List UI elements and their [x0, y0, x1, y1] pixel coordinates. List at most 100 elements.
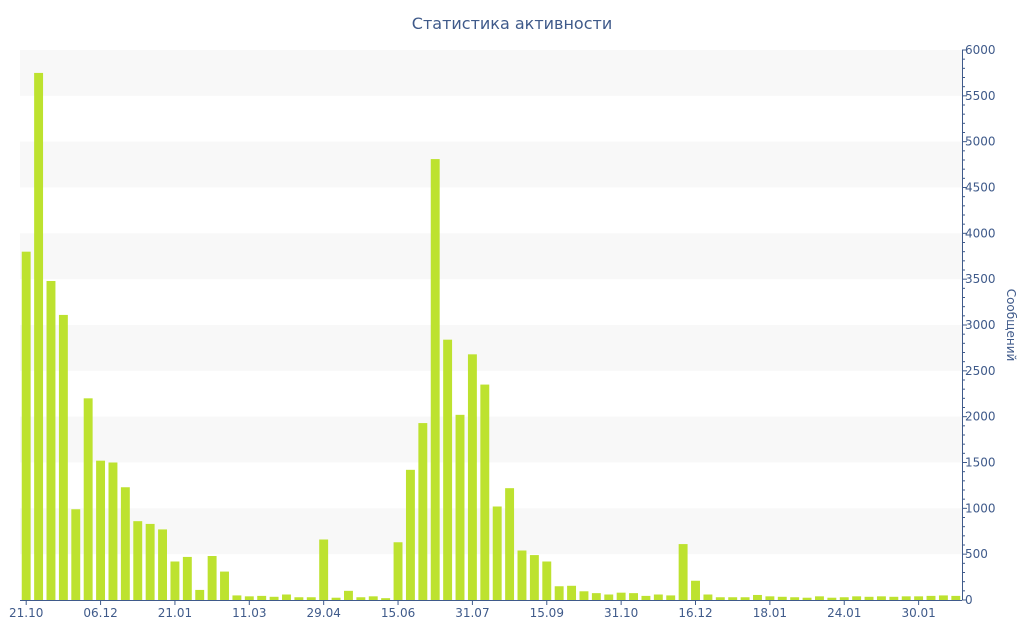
- bar: [220, 571, 229, 600]
- bar: [542, 561, 552, 600]
- bar: [815, 596, 824, 600]
- bar-series: [21, 72, 961, 601]
- bar: [393, 542, 403, 600]
- x-tick-label: 18.01: [753, 606, 787, 620]
- bar: [839, 597, 849, 600]
- bar: [517, 550, 527, 600]
- y-tick-label: 4500: [965, 181, 996, 195]
- grid-band: [20, 233, 962, 280]
- bar: [207, 556, 217, 600]
- bar: [777, 596, 787, 600]
- y-tick-label: 3000: [965, 318, 996, 332]
- bar: [604, 594, 614, 600]
- y-tick-label: 5000: [965, 135, 996, 149]
- bar: [691, 580, 700, 600]
- bar: [951, 595, 961, 601]
- bar: [282, 594, 291, 600]
- bar: [567, 585, 577, 600]
- bar: [554, 586, 564, 600]
- bar: [666, 595, 676, 600]
- bar: [195, 589, 205, 600]
- bar: [430, 159, 440, 600]
- bar: [83, 398, 93, 600]
- y-tick-label: 1000: [965, 501, 996, 515]
- bar: [331, 597, 341, 600]
- bar: [876, 596, 886, 600]
- bar: [678, 544, 688, 600]
- bar: [368, 596, 378, 600]
- grid-band: [20, 141, 962, 188]
- bar: [901, 596, 911, 600]
- bar: [926, 595, 936, 601]
- bar: [356, 597, 366, 600]
- bar: [71, 509, 81, 600]
- bar: [170, 561, 180, 600]
- bar: [182, 556, 192, 600]
- bar: [455, 414, 465, 600]
- bar: [914, 596, 924, 600]
- bar: [244, 596, 254, 600]
- y-tick-label: 4000: [965, 226, 996, 240]
- bar: [505, 488, 515, 600]
- bar: [96, 460, 106, 600]
- bar: [765, 596, 775, 600]
- x-tick-label: 21.10: [9, 606, 43, 620]
- bar: [753, 594, 762, 600]
- grid-band: [20, 325, 962, 371]
- bar: [344, 590, 353, 600]
- bar: [864, 596, 874, 600]
- axes: 0 500 1000 1500 2000 2500 3000 3500 4000 4500 5000…: [9, 43, 996, 620]
- bar: [158, 529, 167, 600]
- bar: [381, 598, 391, 600]
- y-tick-label: 6000: [965, 43, 996, 57]
- bar: [443, 339, 453, 600]
- y-tick-label: 3500: [965, 272, 996, 286]
- bar: [579, 591, 589, 600]
- bar: [938, 595, 948, 600]
- bar: [653, 594, 663, 600]
- bar: [133, 521, 143, 600]
- x-tick-label: 30.01: [901, 606, 935, 620]
- y-tick-label: 1500: [965, 456, 996, 470]
- bar: [629, 593, 638, 601]
- bar: [802, 597, 812, 600]
- bar: [703, 594, 713, 600]
- bar: [641, 595, 651, 601]
- bar: [852, 596, 862, 600]
- bar: [889, 596, 899, 600]
- x-tick-label: 31.07: [455, 606, 489, 620]
- x-tick-label: 31.10: [604, 606, 638, 620]
- bar: [827, 597, 837, 600]
- y-tick-label: 2000: [965, 410, 996, 424]
- bar: [790, 597, 800, 600]
- x-tick-label: 15.06: [381, 606, 415, 620]
- chart-title: Статистика активности: [411, 14, 613, 33]
- grid-band: [20, 50, 962, 96]
- bar: [21, 251, 31, 601]
- bar: [46, 281, 56, 600]
- bar: [294, 597, 304, 600]
- bar: [232, 595, 242, 600]
- bar: [34, 72, 44, 601]
- bar: [529, 555, 539, 600]
- bar: [306, 597, 316, 600]
- bar: [480, 384, 490, 600]
- y-tick-label: 2500: [965, 364, 996, 378]
- x-tick-label: 21.01: [158, 606, 192, 620]
- bar: [492, 506, 502, 600]
- bar: [145, 523, 155, 600]
- bar: [740, 597, 750, 600]
- x-tick-label: 16.12: [678, 606, 712, 620]
- bar: [405, 469, 415, 600]
- bar: [616, 592, 626, 600]
- bar: [715, 597, 725, 600]
- y-tick-label: 5500: [965, 89, 996, 103]
- bar: [591, 593, 601, 601]
- y-tick-label: 0: [965, 593, 973, 607]
- x-tick-label: 06.12: [83, 606, 117, 620]
- bar: [728, 597, 738, 600]
- y-tick-label: 500: [965, 547, 988, 561]
- bar: [467, 354, 477, 600]
